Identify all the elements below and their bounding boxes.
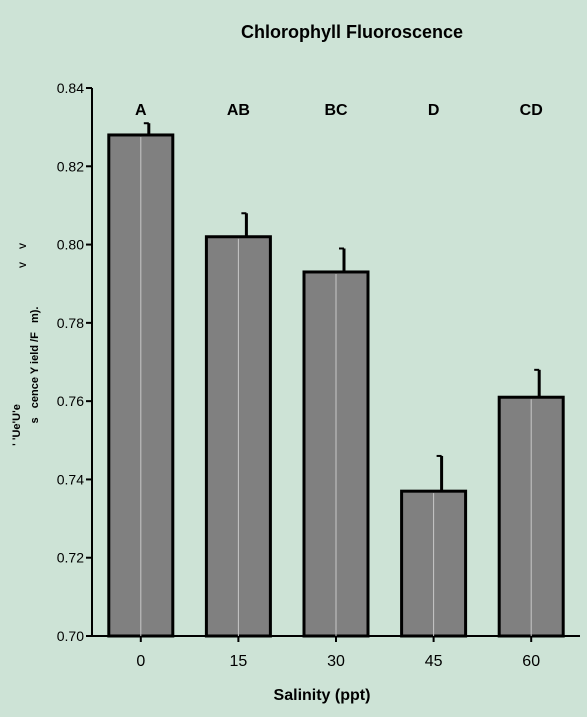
x-axis-title: Salinity (ppt) [274,687,371,704]
plot-area: 0.70 0.72 0.74 0.76 0.78 0.80 0.82 0.84 0 A 15 AB 30… [57,80,580,670]
y-axis-title-part-1: ' 'Ue'U'e [11,404,23,446]
group-letter: A [135,102,147,119]
group-letter: CD [520,102,543,119]
x-tick-label: 45 [425,653,443,670]
y-tick-label: 0.76 [57,393,84,409]
y-tick-label: 0.84 [57,80,84,96]
chart-title: Chlorophyll Fluoroscence [241,22,463,42]
y-axis-title-part-3: V [18,262,28,268]
y-axis-title: ' 'Ue'U'e s cence Y ield /F m). V V [11,243,41,446]
group-letter: BC [324,102,348,119]
y-axis-title-part-4: V [18,243,28,249]
y-axis-title-part-2: s cence Y ield /F m). [29,307,41,424]
x-tick-label: 0 [136,653,145,670]
y-tick-label: 0.78 [57,315,84,331]
x-tick-label: 30 [327,653,345,670]
y-tick-label: 0.70 [57,628,84,644]
y-tick-label: 0.82 [57,158,84,174]
group-letter: AB [227,102,250,119]
y-tick-label: 0.72 [57,550,84,566]
x-tick-label: 60 [522,653,540,670]
y-tick-label: 0.80 [57,237,84,253]
y-tick-label: 0.74 [57,471,84,487]
group-letter: D [428,102,440,119]
x-tick-label: 15 [230,653,248,670]
